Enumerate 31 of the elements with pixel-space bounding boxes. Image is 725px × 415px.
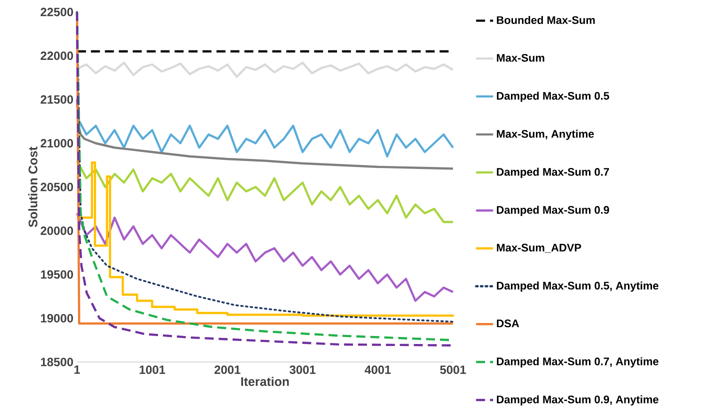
- y-tick-label: 19000: [40, 314, 73, 322]
- x-tick-label: 4001: [364, 366, 391, 374]
- y-axis-title: Solution Cost: [28, 146, 38, 228]
- legend-label: DSA: [496, 320, 520, 328]
- y-tick-label: 21500: [40, 95, 73, 104]
- x-tick-label: 3001: [290, 366, 316, 374]
- y-tick-label: 20500: [40, 182, 73, 192]
- x-tick-label: 5001: [440, 366, 466, 374]
- legend-label: Damped Max-Sum 0.9: [496, 206, 610, 216]
- legend-label: Max-Sum: [496, 54, 544, 62]
- x-axis-title: Iteration: [241, 376, 289, 386]
- line-series: [76, 160, 454, 224]
- legend-label: Max-Sum_ADVP: [496, 244, 582, 253]
- y-tick-label: 18500: [40, 358, 73, 366]
- x-tick-label: 1001: [140, 366, 166, 374]
- legend-label: Bounded Max-Sum: [496, 16, 595, 24]
- legend-label: Damped Max-Sum 0.7: [496, 168, 609, 178]
- y-tick-label: 20000: [40, 226, 73, 235]
- y-tick-label: 22000: [40, 52, 73, 60]
- y-tick-label: 19500: [40, 270, 73, 279]
- y-tick-label: 22500: [40, 8, 73, 16]
- legend-label: Damped Max-Sum 0.9, Anytime: [496, 395, 658, 406]
- legend-label: Damped Max-Sum 0.5: [496, 92, 610, 102]
- x-tick-label: 1: [74, 366, 80, 374]
- y-tick-label: 21000: [40, 139, 73, 148]
- x-tick-label: 2001: [214, 366, 240, 374]
- legend-label: Damped Max-Sum 0.5, Anytime: [496, 282, 658, 292]
- line-series: [76, 98, 454, 170]
- legend-label: Max-Sum, Anytime: [496, 130, 594, 140]
- line-series: [76, 116, 454, 158]
- legend-label: Damped Max-Sum 0.7, Anytime: [496, 357, 658, 368]
